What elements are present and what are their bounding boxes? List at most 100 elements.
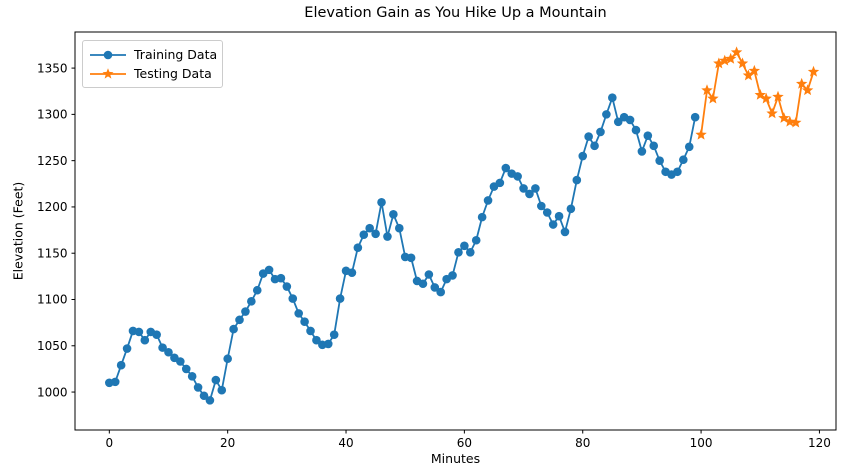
data-point-circle bbox=[690, 112, 700, 122]
data-point-circle bbox=[276, 273, 286, 283]
legend-item-training: Training Data bbox=[89, 45, 217, 64]
data-point-circle bbox=[430, 283, 440, 292]
data-point-circle bbox=[637, 147, 647, 156]
data-point-circle bbox=[223, 354, 232, 364]
data-point-circle bbox=[424, 270, 434, 279]
data-point-circle bbox=[158, 343, 167, 352]
data-point-circle bbox=[519, 184, 528, 193]
data-point-circle bbox=[199, 391, 209, 401]
y-tick-label: 1300 bbox=[37, 108, 68, 122]
data-point-circle bbox=[329, 330, 339, 339]
data-point-circle bbox=[560, 227, 570, 237]
data-point-circle bbox=[247, 297, 256, 306]
data-point-circle bbox=[181, 364, 191, 374]
training-series bbox=[105, 93, 700, 405]
data-point-circle bbox=[578, 151, 588, 161]
data-point-circle bbox=[625, 115, 635, 125]
x-axis-ticks: 0 20 40 60 80 100 120 bbox=[106, 430, 831, 450]
data-point-star bbox=[760, 92, 772, 104]
star-icon bbox=[90, 67, 126, 79]
data-point-circle bbox=[513, 172, 522, 181]
data-point-circle bbox=[566, 204, 576, 214]
data-point-circle bbox=[300, 317, 309, 327]
y-tick-label: 1200 bbox=[37, 200, 68, 214]
data-point-star bbox=[801, 84, 814, 96]
data-point-circle bbox=[359, 230, 369, 240]
data-point-circle bbox=[436, 287, 446, 297]
y-tick-label: 1350 bbox=[37, 61, 68, 75]
data-point-circle bbox=[501, 163, 511, 173]
data-point-circle bbox=[323, 339, 333, 349]
data-point-star bbox=[778, 112, 790, 123]
x-tick-label: 0 bbox=[106, 436, 114, 450]
data-point-circle bbox=[460, 241, 469, 251]
data-point-circle bbox=[572, 175, 582, 185]
data-point-circle bbox=[448, 271, 457, 280]
data-point-star bbox=[772, 90, 784, 102]
data-point-circle bbox=[306, 326, 315, 336]
data-point-circle bbox=[187, 372, 197, 381]
data-point-circle bbox=[211, 375, 221, 385]
data-point-circle bbox=[454, 247, 463, 257]
data-point-star bbox=[754, 88, 766, 100]
circle-icon bbox=[90, 50, 126, 59]
data-point-star bbox=[807, 65, 820, 77]
x-tick-label: 20 bbox=[220, 436, 235, 450]
data-point-circle bbox=[631, 125, 641, 135]
legend-label-testing: Testing Data bbox=[134, 66, 212, 81]
data-point-circle bbox=[608, 93, 617, 103]
data-point-circle bbox=[596, 127, 605, 137]
data-point-circle bbox=[116, 360, 126, 370]
data-point-star bbox=[784, 115, 796, 127]
data-point-circle bbox=[643, 131, 653, 140]
x-tick-label: 100 bbox=[690, 436, 713, 450]
y-axis-ticks: 1000 1050 1100 1150 1200 1250 1300 1350 bbox=[37, 61, 75, 399]
data-point-star bbox=[742, 69, 755, 81]
data-point-star bbox=[707, 92, 719, 104]
data-point-circle bbox=[252, 285, 262, 295]
data-point-star bbox=[701, 84, 713, 96]
chart-title: Elevation Gain as You Hike Up a Mountain bbox=[304, 5, 607, 21]
data-point-circle bbox=[673, 167, 682, 177]
data-point-star bbox=[724, 52, 737, 64]
data-point-circle bbox=[542, 208, 552, 217]
testing-series bbox=[695, 46, 820, 140]
data-point-circle bbox=[164, 347, 173, 357]
data-point-circle bbox=[537, 201, 546, 211]
data-point-circle bbox=[176, 357, 185, 366]
data-point-circle bbox=[525, 189, 534, 199]
data-point-star bbox=[730, 46, 743, 58]
legend: Training Data Testing Data bbox=[82, 40, 223, 88]
data-point-circle bbox=[217, 385, 227, 395]
data-point-circle bbox=[288, 294, 298, 303]
data-point-circle bbox=[679, 155, 688, 165]
data-point-star bbox=[748, 64, 761, 76]
data-point-circle bbox=[294, 309, 303, 318]
plot-area bbox=[74, 31, 837, 431]
star-glyph bbox=[102, 67, 114, 79]
data-point-circle bbox=[335, 294, 345, 303]
data-point-star bbox=[795, 77, 808, 89]
data-point-circle bbox=[590, 141, 599, 151]
data-point-circle bbox=[471, 235, 481, 245]
data-point-circle bbox=[205, 396, 215, 405]
data-point-circle bbox=[389, 210, 398, 219]
y-tick-label: 1050 bbox=[37, 339, 68, 353]
data-point-circle bbox=[193, 383, 203, 392]
x-tick-label: 120 bbox=[808, 436, 831, 450]
data-point-circle bbox=[371, 229, 380, 239]
data-point-circle bbox=[495, 178, 505, 188]
data-point-circle bbox=[353, 243, 363, 252]
data-point-circle bbox=[347, 268, 357, 277]
data-point-circle bbox=[613, 117, 623, 127]
x-tick-label: 80 bbox=[575, 436, 590, 450]
legend-item-testing: Testing Data bbox=[89, 64, 214, 83]
y-axis-label: Elevation (Feet) bbox=[10, 181, 26, 281]
data-point-circle bbox=[235, 315, 244, 325]
x-tick-label: 40 bbox=[338, 436, 353, 450]
data-point-circle bbox=[418, 279, 428, 289]
data-point-star bbox=[719, 54, 731, 66]
data-point-circle bbox=[554, 211, 564, 221]
